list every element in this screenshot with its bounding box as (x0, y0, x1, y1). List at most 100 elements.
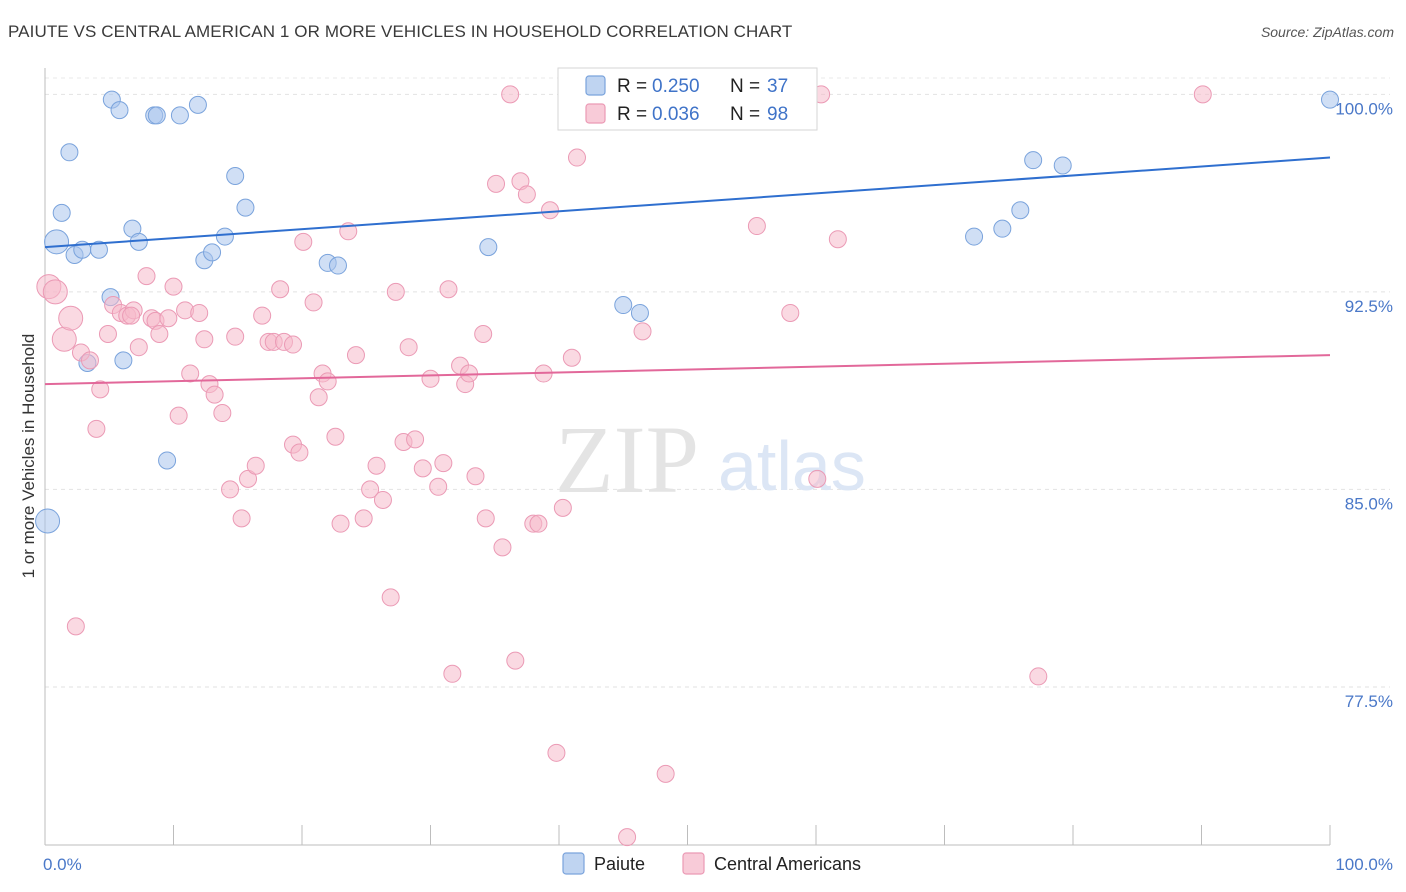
central-americans-point (633, 322, 652, 341)
y-axis-label: 1 or more Vehicles in Household (19, 334, 38, 579)
paiute-point (147, 106, 166, 125)
central-americans-point (318, 372, 337, 391)
legend-r-label-central-americans: R = (617, 104, 647, 125)
central-americans-point (487, 174, 506, 193)
central-americans-point (781, 303, 800, 322)
central-americans-point (137, 267, 156, 286)
central-americans-point (429, 477, 448, 496)
central-americans-point (58, 305, 84, 331)
central-americans-point (567, 148, 586, 167)
central-americans-trend-line (44, 354, 1331, 386)
paiute-point (215, 227, 234, 246)
central-americans-point (361, 480, 380, 499)
central-americans-point (205, 385, 224, 404)
central-americans-point (517, 185, 536, 204)
grid-lines (45, 77, 1390, 688)
paiute-point (188, 95, 207, 114)
central-americans-point (190, 303, 209, 322)
central-americans-point (164, 277, 183, 296)
paiute-point (965, 227, 984, 246)
paiute-point (630, 303, 649, 322)
paiute-point (226, 166, 245, 185)
central-americans-point (367, 456, 386, 475)
y-tick-label: 92.5% (1345, 297, 1393, 316)
legend-r-value-paiute: 0.250 (652, 76, 700, 97)
central-americans-point (232, 509, 251, 528)
paiute-point (203, 243, 222, 262)
central-americans-point (91, 380, 110, 399)
watermark: ZIP atlas (555, 406, 866, 513)
central-americans-point (747, 217, 766, 236)
paiute-point (236, 198, 255, 217)
x-tick-label-min: 0.0% (43, 855, 82, 874)
central-americans-point (326, 427, 345, 446)
central-americans-point (434, 454, 453, 473)
y-tick-label: 85.0% (1345, 494, 1393, 513)
paiute-point (89, 240, 108, 259)
central-americans-point (1029, 667, 1048, 686)
paiute-point (614, 296, 633, 315)
central-americans-point (439, 280, 458, 299)
axes (44, 68, 1331, 846)
y-tick-label: 100.0% (1335, 99, 1393, 118)
central-americans-point (346, 346, 365, 365)
paiute-point (158, 451, 177, 470)
watermark-zip: ZIP (555, 406, 699, 513)
central-americans-point (122, 306, 141, 325)
paiute-point (52, 203, 71, 222)
central-americans-point (169, 406, 188, 425)
central-americans-point (541, 201, 560, 220)
central-americans-point (828, 230, 847, 249)
bottom-legend-swatch-central-americans (682, 852, 705, 875)
central-americans-point (246, 456, 265, 475)
paiute-point (44, 229, 70, 255)
paiute-point (110, 101, 129, 120)
central-americans-point (80, 351, 99, 370)
central-americans-point (553, 498, 572, 517)
central-americans-point (129, 338, 148, 357)
central-americans-point (294, 232, 313, 251)
paiute-point (993, 219, 1012, 238)
central-americans-point (399, 338, 418, 357)
central-americans-point (413, 459, 432, 478)
central-americans-point (386, 282, 405, 301)
paiute-point (1321, 90, 1339, 109)
central-americans-point (331, 514, 350, 533)
bottom-legend-label-paiute: Paiute (594, 854, 645, 874)
central-americans-point (529, 514, 548, 533)
legend: R = 0.250 N = 37 R = 0.036 N = 98 (557, 67, 818, 131)
legend-n-value-central-americans: 98 (767, 104, 788, 125)
central-americans-point (354, 509, 373, 528)
central-americans-point (239, 469, 258, 488)
paiute-point (1011, 201, 1030, 220)
central-americans-point (284, 335, 303, 354)
central-americans-point (42, 279, 68, 305)
central-americans-point (309, 388, 328, 407)
central-americans-point (476, 509, 495, 528)
paiute-point (114, 351, 133, 370)
central-americans-point (373, 490, 392, 509)
x-tick-label-max: 100.0% (1335, 855, 1393, 874)
trend-lines (44, 156, 1331, 386)
central-americans-point (150, 325, 169, 344)
central-americans-point (226, 327, 245, 346)
central-americans-point (562, 348, 581, 367)
central-americans-point (618, 828, 637, 847)
central-americans-point (421, 369, 440, 388)
central-americans-point (443, 664, 462, 683)
legend-swatch-paiute (585, 75, 606, 96)
central-americans-point (253, 306, 272, 325)
central-americans-point (304, 293, 323, 312)
paiute-point (1024, 151, 1043, 170)
central-americans-point (290, 443, 309, 462)
central-americans-point (506, 651, 525, 670)
central-americans-point (98, 325, 117, 344)
paiute-point (170, 106, 189, 125)
central-americans-point (547, 743, 566, 762)
central-americans-point (808, 469, 827, 488)
paiute-point (1053, 156, 1072, 175)
central-americans-point (493, 538, 512, 557)
central-americans-point (381, 588, 400, 607)
legend-r-value-central-americans: 0.036 (652, 104, 700, 125)
